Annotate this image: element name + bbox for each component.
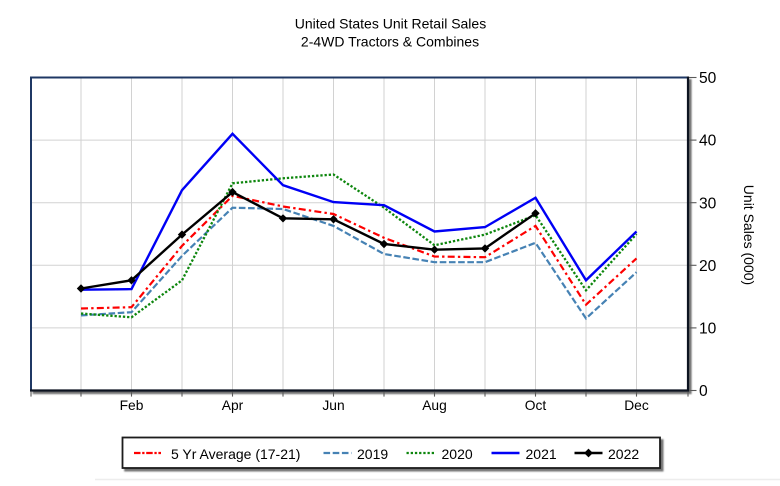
svg-text:2020: 2020 xyxy=(442,446,473,462)
svg-text:40: 40 xyxy=(699,133,717,150)
svg-text:Feb: Feb xyxy=(120,398,144,413)
svg-text:Dec: Dec xyxy=(624,398,649,413)
svg-text:Oct: Oct xyxy=(525,398,547,413)
svg-text:0: 0 xyxy=(699,383,708,400)
svg-text:10: 10 xyxy=(699,321,717,338)
svg-text:5 Yr Average (17-21): 5 Yr Average (17-21) xyxy=(171,446,300,462)
svg-text:Aug: Aug xyxy=(422,398,447,413)
svg-text:Apr: Apr xyxy=(222,398,244,413)
svg-text:2-4WD Tractors & Combines: 2-4WD Tractors & Combines xyxy=(301,33,479,49)
svg-text:2021: 2021 xyxy=(526,446,557,462)
svg-text:Jun: Jun xyxy=(322,398,344,413)
svg-text:20: 20 xyxy=(699,258,717,275)
svg-text:Unit Sales (000): Unit Sales (000) xyxy=(741,185,757,285)
svg-text:2022: 2022 xyxy=(608,446,639,462)
svg-text:30: 30 xyxy=(699,195,717,212)
svg-text:2019: 2019 xyxy=(357,446,388,462)
svg-text:50: 50 xyxy=(699,70,717,87)
svg-text:United States Unit Retail Sale: United States Unit Retail Sales xyxy=(295,16,486,32)
